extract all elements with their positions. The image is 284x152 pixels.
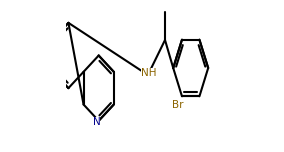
Text: N: N <box>93 117 100 127</box>
Text: Br: Br <box>172 100 184 110</box>
Text: NH: NH <box>141 69 156 78</box>
